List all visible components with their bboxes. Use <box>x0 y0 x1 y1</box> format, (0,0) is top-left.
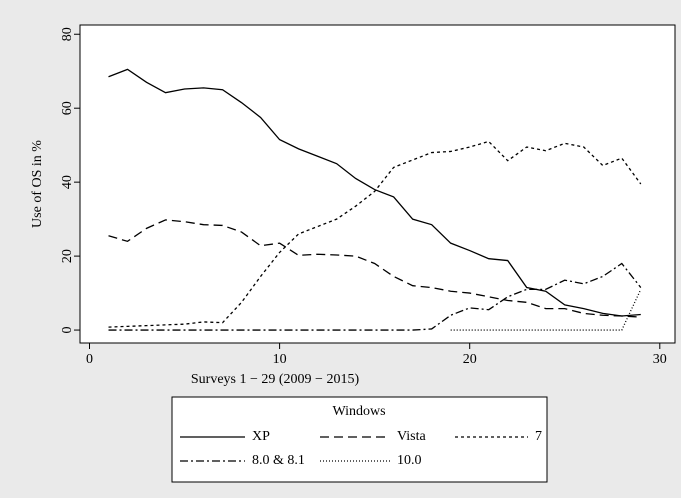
legend-label: 8.0 & 8.1 <box>252 453 305 468</box>
x-axis-title: Surveys 1 − 29 (2009 − 2015) <box>191 372 360 387</box>
series-line <box>108 219 641 318</box>
y-tick-label: 20 <box>60 249 75 263</box>
series-line <box>108 68 641 317</box>
y-tick-label: 40 <box>60 175 75 189</box>
legend-label: XP <box>252 429 270 444</box>
y-tick-label: 60 <box>60 101 75 115</box>
legend-label: 7 <box>535 429 542 444</box>
y-tick-label: 0 <box>60 327 75 334</box>
x-tick-label: 10 <box>273 352 287 367</box>
x-tick-label: 30 <box>653 352 667 367</box>
legend-label: Vista <box>397 429 426 444</box>
plot-area <box>79 24 676 344</box>
y-axis-title: Use of OS in % <box>30 140 45 228</box>
x-tick-label: 20 <box>463 352 477 367</box>
legend <box>171 396 548 483</box>
legend-label: 10.0 <box>397 453 422 468</box>
x-tick-label: 0 <box>86 352 93 367</box>
series-line <box>108 262 642 331</box>
y-tick-label: 80 <box>60 27 75 41</box>
series-line <box>108 140 642 328</box>
legend-title: Windows <box>332 404 385 419</box>
